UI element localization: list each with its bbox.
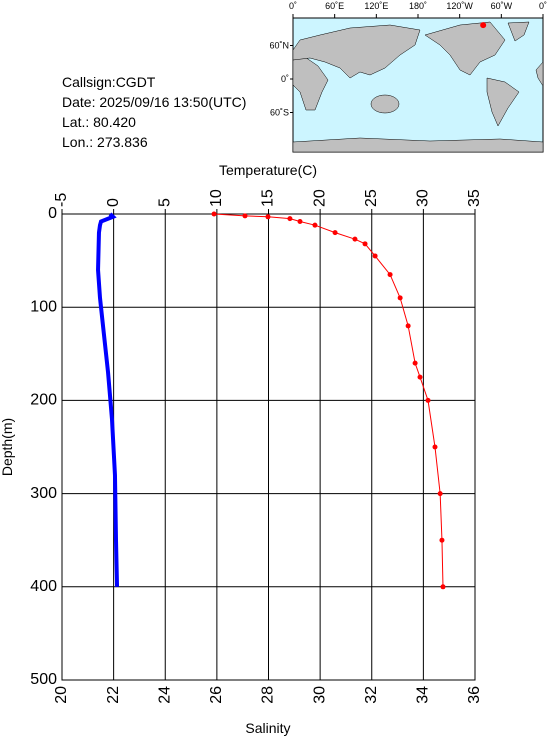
map-lat-label: 0˚ [281, 74, 289, 84]
x2-tick-label: 10 [208, 189, 225, 207]
profile-point [362, 241, 368, 247]
x2-tick-label: 30 [415, 189, 432, 207]
x-tick-label: 30 [311, 686, 328, 704]
y-tick-label: 0 [48, 205, 57, 222]
map-lon-label: 60˚W [491, 1, 513, 11]
map-lon-label: 180˚ [409, 1, 427, 11]
x2-tick-label: 15 [260, 189, 277, 207]
y-tick-label: 500 [30, 671, 57, 688]
land [292, 21, 544, 153]
profile-point [405, 323, 411, 329]
profile-point [417, 374, 423, 380]
profile-point [437, 491, 443, 497]
x2-tick-label: 35 [466, 189, 483, 207]
profile-point [425, 397, 431, 403]
map-lon-label: 0˚ [289, 1, 297, 11]
map-lat-label: 60˚N [269, 41, 289, 51]
profile-point [397, 295, 403, 301]
profile-point [297, 218, 303, 224]
longitude: Lon.: 273.836 [62, 134, 148, 150]
x-tick-label: 36 [466, 686, 483, 704]
x2-tick-label: 25 [363, 189, 380, 207]
profile-point [412, 360, 418, 366]
x-tick-label: 24 [156, 686, 173, 704]
x-tick-label: 32 [363, 686, 380, 704]
map-lon-label: 60˚E [325, 1, 344, 11]
x2-tick-label: -5 [53, 193, 70, 207]
y-tick-label: 400 [30, 578, 57, 595]
x2-tick-label: 20 [311, 189, 328, 207]
y-tick-label: 100 [30, 298, 57, 315]
profile-point [265, 214, 271, 220]
map-lon-label: 120˚W [446, 1, 473, 11]
x-tick-label: 34 [415, 686, 432, 704]
profile-point [372, 253, 378, 259]
x-tick-label: 22 [105, 686, 122, 704]
profile-point [432, 444, 438, 450]
profile-point [440, 584, 446, 590]
profile-line [96, 212, 120, 587]
map-lat-label: 60˚S [270, 108, 289, 118]
x-tick-label: 26 [208, 686, 225, 704]
date: Date: 2025/09/16 13:50(UTC) [62, 94, 246, 110]
y-tick-label: 200 [30, 392, 57, 409]
station [480, 22, 487, 29]
y-axis-label: Depth(m) [0, 418, 15, 476]
profile-point [352, 236, 358, 242]
profile-point [387, 272, 393, 278]
profile-point [287, 216, 293, 222]
x-tick-label: 20 [53, 686, 70, 704]
map-lon-label: 120˚E [364, 1, 388, 11]
x2-tick-label: 0 [105, 198, 122, 207]
x2-tick-label: 5 [156, 198, 173, 207]
map-lon-label: 0˚ [539, 1, 547, 11]
map [292, 17, 544, 153]
y-tick-label: 300 [30, 485, 57, 502]
latitude: Lat.: 80.420 [62, 114, 136, 130]
profile-point [439, 537, 445, 543]
profile-point [211, 211, 217, 217]
profile-point [242, 213, 248, 219]
x-axis-label: Salinity [245, 720, 290, 736]
callsign: Callsign:CGDT [62, 74, 156, 90]
x-tick-label: 28 [260, 686, 277, 704]
profile-point [312, 222, 318, 228]
profile-point [332, 230, 338, 236]
x2-axis-label: Temperature(C) [219, 162, 317, 178]
